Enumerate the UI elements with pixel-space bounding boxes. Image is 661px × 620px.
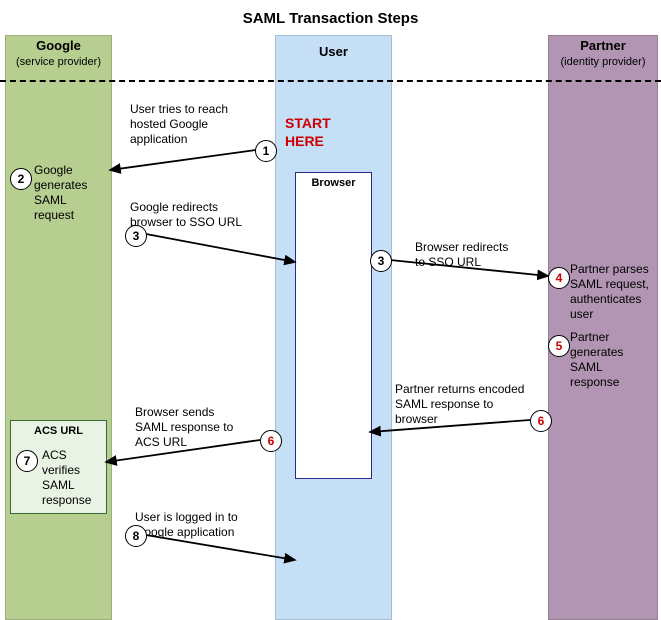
step-label-l7: ACSverifiesSAMLresponse (42, 448, 112, 508)
header-divider (0, 80, 661, 82)
acs-title: ACS URL (11, 421, 106, 437)
step-circle-n7: 7 (16, 450, 38, 472)
step-label-l3b: Browser redirectsto SSO URL (415, 240, 545, 270)
column-google-subtitle: (service provider) (16, 56, 101, 68)
start-here-label: STARTHERE (285, 115, 331, 150)
step-circle-n3b: 3 (370, 250, 392, 272)
column-user-header: User (276, 44, 391, 59)
step-label-l8: User is logged in toGoogle application (135, 510, 275, 540)
column-google-header: Google (service provider) (6, 38, 111, 68)
step-label-l6b: Browser sendsSAML response toACS URL (135, 405, 265, 450)
step-circle-n5: 5 (548, 335, 570, 357)
step-circle-n2: 2 (10, 168, 32, 190)
step-circle-n6a: 6 (530, 410, 552, 432)
step-circle-n3a: 3 (125, 225, 147, 247)
column-user-title: User (319, 44, 348, 59)
diagram-stage: SAML Transaction Steps Google (service p… (0, 0, 661, 620)
column-google-title: Google (36, 38, 81, 53)
step-label-l5: PartnergeneratesSAMLresponse (570, 330, 661, 390)
diagram-title: SAML Transaction Steps (0, 10, 661, 27)
step-circle-n8: 8 (125, 525, 147, 547)
step-circle-n4: 4 (548, 267, 570, 289)
column-partner: Partner (identity provider) (548, 35, 658, 620)
step-circle-n1: 1 (255, 140, 277, 162)
arrow (110, 150, 256, 170)
column-partner-header: Partner (identity provider) (549, 38, 657, 68)
step-circle-n6b: 6 (260, 430, 282, 452)
step-label-l4: Partner parsesSAML request,authenticates… (570, 262, 661, 322)
step-label-l2: GooglegeneratesSAMLrequest (34, 163, 109, 223)
step-label-l1: User tries to reachhosted Googleapplicat… (130, 102, 270, 147)
arrow (146, 234, 295, 262)
browser-label: Browser (296, 173, 371, 189)
browser-box: Browser (295, 172, 372, 479)
column-partner-subtitle: (identity provider) (561, 56, 646, 68)
step-label-l3a: Google redirectsbrowser to SSO URL (130, 200, 280, 230)
column-google: Google (service provider) (5, 35, 112, 620)
column-partner-title: Partner (580, 38, 626, 53)
